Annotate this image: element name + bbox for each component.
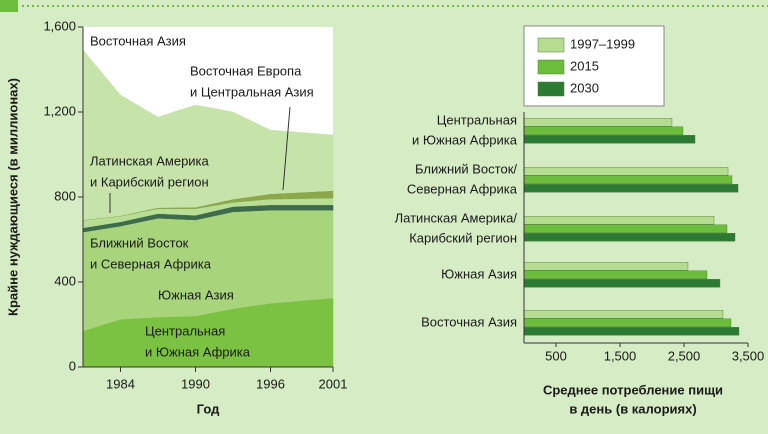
y-tick-label: 1,200 [43, 103, 76, 118]
legend-label: 1997–1999 [570, 36, 635, 51]
bar [523, 279, 721, 288]
annotation: и Карибский регион [90, 174, 209, 189]
annotation: Южная Азия [158, 287, 234, 302]
y-tick-label: 1,600 [43, 18, 76, 33]
category-label: Ближний Восток/ [415, 161, 517, 176]
bar [523, 270, 708, 279]
x-tick-label: 3,500 [732, 348, 765, 363]
y-tick-label: 0 [69, 358, 76, 373]
annotation: Латинская Америка [90, 153, 210, 168]
x-axis-label: Год [197, 401, 220, 416]
bar [523, 262, 689, 271]
x-tick-label: 2001 [319, 376, 348, 391]
category-label: Латинская Америка/ [395, 210, 518, 225]
category-label: Северная Африка [407, 181, 518, 196]
legend-label: 2015 [570, 58, 599, 73]
annotation: Восточная Азия [90, 33, 186, 48]
annotation: и Северная Африка [90, 256, 212, 271]
bar [523, 175, 733, 184]
bar-panel: Центральная и Южная Африка Ближний Восток/… [395, 36, 765, 416]
annotation: и Центральная Азия [190, 84, 314, 99]
y-tick-label: 400 [54, 273, 76, 288]
x-axis-label: в день (в калориях) [569, 401, 696, 416]
bar [523, 224, 728, 233]
category-label: и Южная Африка [412, 132, 518, 147]
x-tick-label: 1,500 [604, 348, 637, 363]
x-tick-label: 1996 [256, 376, 285, 391]
category-label: Карибский регион [409, 230, 517, 245]
x-tick-label: 1990 [181, 376, 210, 391]
annotation: и Южная Африка [145, 344, 251, 359]
category-label: Центральная [437, 112, 517, 127]
area-panel: 0 400 800 1,200 1,600 1984 1990 1996 2001 Год Край… [5, 18, 347, 416]
x-tick-label: 2,500 [668, 348, 701, 363]
annotation: Ближний Восток [90, 235, 189, 250]
legend-swatch [537, 81, 565, 97]
category-label: Южная Азия [441, 266, 517, 281]
leader-line [282, 106, 291, 191]
x-tick-label: 500 [545, 348, 567, 363]
legend-swatch [537, 37, 565, 53]
annotation: Восточная Европа [190, 63, 302, 78]
x-tick-label: 1984 [106, 376, 135, 391]
x-axis-label: Среднее потребление пищи [543, 382, 723, 397]
bar [523, 327, 740, 336]
category-label: Восточная Азия [421, 314, 517, 329]
legend-label: 2030 [570, 80, 599, 95]
annotation: Центральная [145, 323, 225, 338]
bar [523, 233, 736, 242]
area-layer [82, 49, 334, 221]
bar [523, 184, 739, 193]
bar [523, 318, 732, 327]
bar [523, 126, 684, 135]
bar [523, 135, 696, 144]
bar [523, 167, 729, 176]
y-tick-label: 800 [54, 188, 76, 203]
bar [523, 118, 673, 127]
legend-swatch [537, 59, 565, 75]
corner-tab [0, 0, 18, 12]
y-axis-label: Крайне нуждающиеся (в миллионах) [5, 78, 20, 316]
bar [523, 216, 715, 225]
bar [523, 310, 724, 319]
